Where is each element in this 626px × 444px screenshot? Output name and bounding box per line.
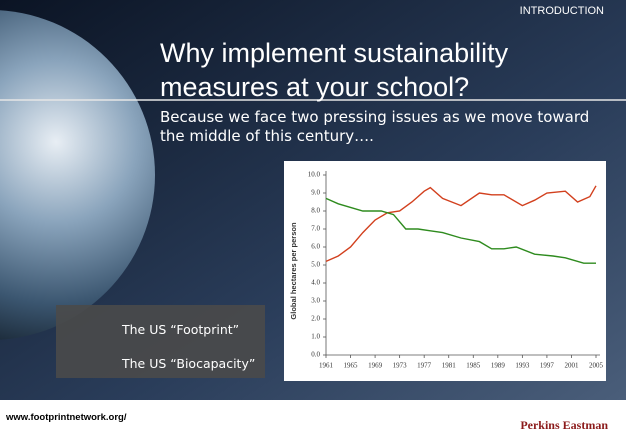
y-axis-title: Global hectares per person [289, 222, 298, 320]
x-tick-label: 1981 [442, 362, 457, 370]
y-tick-label: 10.0 [308, 171, 321, 179]
x-tick-label: 1965 [344, 362, 359, 370]
slide-subtitle: Because we face two pressing issues as w… [160, 108, 605, 146]
x-tick-label: 1973 [393, 362, 408, 370]
y-tick-label: 0.0 [311, 351, 320, 359]
x-tick-label: 1989 [491, 362, 506, 370]
y-tick-label: 4.0 [311, 279, 320, 287]
section-label: INTRODUCTION [520, 5, 604, 17]
x-tick-label: 1961 [319, 362, 334, 370]
y-tick-label: 7.0 [311, 225, 320, 233]
x-tick-label: 2001 [564, 362, 579, 370]
series-line [326, 186, 596, 262]
legend-entry: The US “Biocapacity” [122, 356, 255, 371]
x-tick-label: 1985 [466, 362, 481, 370]
footer-url: www.footprintnetwork.org/ [6, 412, 127, 423]
y-tick-label: 6.0 [311, 243, 320, 251]
slide-title: Why implement sustainability measures at… [160, 36, 590, 104]
legend-entry: The US “Footprint” [122, 322, 239, 337]
x-tick-label: 1977 [417, 362, 432, 370]
series-line [326, 198, 596, 263]
x-tick-label: 1993 [515, 362, 530, 370]
y-tick-label: 2.0 [311, 315, 320, 323]
y-tick-label: 9.0 [311, 189, 320, 197]
x-tick-label: 2005 [589, 362, 604, 370]
chart: Global hectares per person 0.0 1.0 2.0 3.0 4… [284, 161, 606, 381]
footer-brand: Perkins Eastman [520, 418, 608, 433]
y-tick-label: 1.0 [311, 333, 320, 341]
y-tick-label: 8.0 [311, 207, 320, 215]
y-tick-label: 3.0 [311, 297, 320, 305]
x-tick-label: 1969 [368, 362, 383, 370]
y-tick-label: 5.0 [311, 261, 320, 269]
slide: INTRODUCTION Why implement sustainabilit… [0, 0, 626, 444]
x-tick-label: 1997 [540, 362, 555, 370]
